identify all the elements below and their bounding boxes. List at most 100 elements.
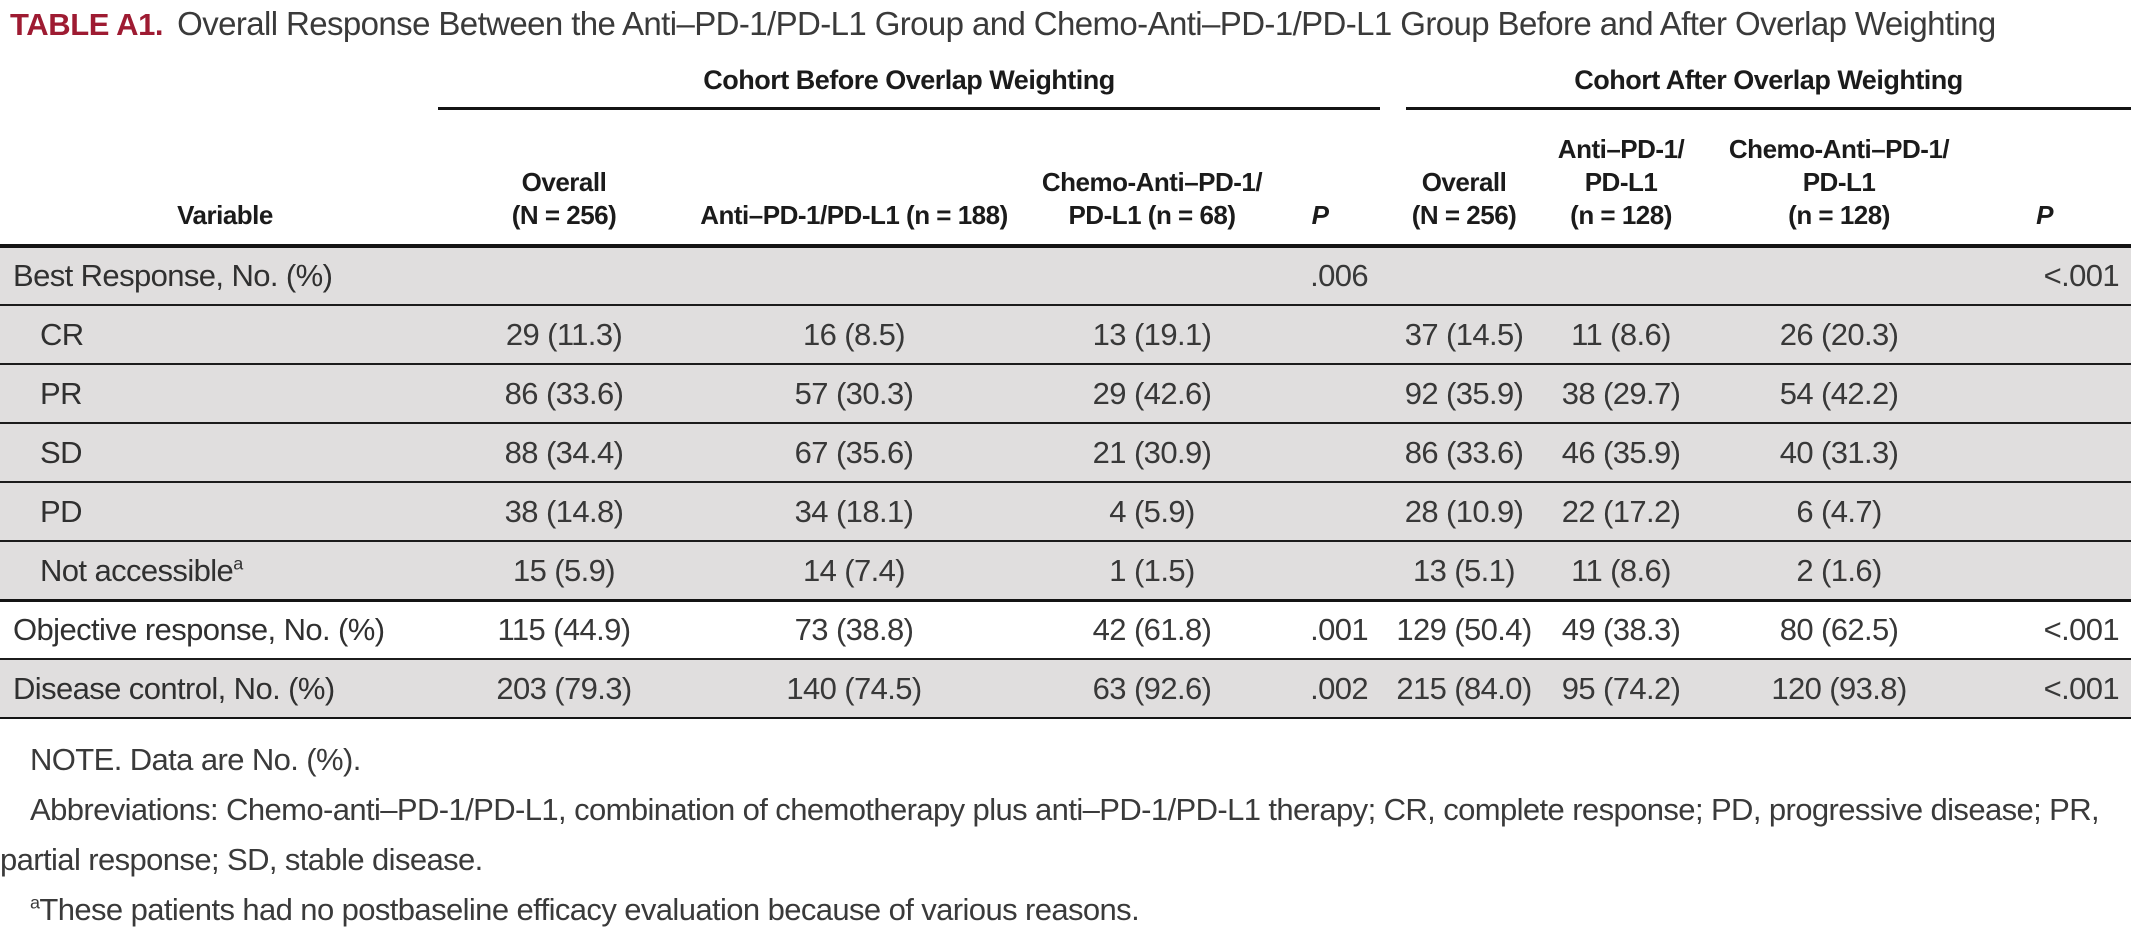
cell-before-chemo: 42 (61.8)	[1092, 612, 1212, 648]
cell-before-chemo: 4 (5.9)	[1109, 493, 1195, 529]
cell-before-p	[1286, 423, 1380, 482]
cell-before-overall: 115 (44.9)	[497, 612, 631, 648]
row-label: PR	[40, 375, 82, 411]
row-label: Not accessible	[40, 552, 234, 588]
col-header-line: Overall	[521, 166, 607, 197]
cell-before-overall: 86 (33.6)	[504, 375, 624, 411]
footnote-marker: a	[233, 553, 243, 574]
cell-after-chemo: 2 (1.6)	[1796, 552, 1882, 588]
col-header-p-before: P	[1311, 200, 1329, 231]
cell-before-overall: 88 (34.4)	[504, 434, 624, 470]
col-header-overall-after: Overall (N = 256)	[1380, 110, 1548, 246]
cell-after-p	[1984, 482, 2131, 541]
cell-after-anti: 49 (38.3)	[1561, 612, 1681, 648]
cell-before-anti: 73 (38.8)	[794, 612, 914, 648]
cell-before-overall: 29 (11.3)	[505, 316, 623, 352]
response-table: Cohort Before Overlap Weighting Cohort A…	[0, 46, 2131, 719]
cell-after-overall: 92 (35.9)	[1404, 375, 1524, 411]
row-objective-response: Objective response, No. (%) 115 (44.9) 7…	[0, 600, 2131, 660]
cell-before-p	[1286, 541, 1380, 600]
col-header-line: (n = 128)	[1570, 200, 1672, 231]
cell-variable: Best Response, No. (%)	[0, 246, 438, 305]
column-header-row: Variable Overall (N = 256) Anti–PD-1/PD-…	[0, 110, 2131, 247]
cell-before-p	[1286, 364, 1380, 423]
cell-before-overall: 15 (5.9)	[512, 552, 616, 588]
col-header-line: PD-L1	[1802, 166, 1876, 197]
col-header-variable: Variable	[177, 200, 273, 231]
col-header-anti-after: Anti–PD-1/ PD-L1 (n = 128)	[1548, 110, 1694, 246]
cell-after-chemo: 6 (4.7)	[1796, 493, 1882, 529]
row-cr: CR 29 (11.3) 16 (8.5) 13 (19.1) 37 (14.5…	[0, 305, 2131, 365]
cell-before-p: .002	[1310, 670, 1369, 706]
cell-before-anti: 16 (8.5)	[802, 316, 906, 352]
row-label: Best Response, No. (%)	[13, 258, 333, 294]
cell-before-anti: 34 (18.1)	[794, 493, 914, 529]
cell-after-overall: 28 (10.9)	[1404, 493, 1524, 529]
cell-variable: Objective response, No. (%)	[0, 600, 438, 659]
group-header-spacer	[0, 46, 438, 110]
cell-after-anti: 95 (74.2)	[1561, 670, 1681, 706]
cell-before-chemo: 29 (42.6)	[1092, 375, 1212, 411]
group-header-before-label: Cohort Before Overlap Weighting	[438, 65, 1381, 111]
cell-after-overall: 215 (84.0)	[1396, 670, 1532, 706]
cell-after-p	[1984, 305, 2131, 364]
cell-after-overall	[1380, 246, 1548, 305]
cell-variable: Not accessiblea	[0, 541, 438, 600]
cell-before-anti: 140 (74.5)	[786, 670, 922, 706]
cell-variable: PD	[0, 482, 438, 541]
cell-after-chemo	[1694, 246, 1984, 305]
row-label: Objective response, No. (%)	[13, 612, 385, 648]
cell-variable: SD	[0, 423, 438, 482]
cell-after-overall: 129 (50.4)	[1396, 612, 1532, 648]
col-header-line: (n = 128)	[1788, 200, 1890, 231]
cell-after-anti: 22 (17.2)	[1561, 493, 1681, 529]
col-header-line: (N = 256)	[1411, 200, 1517, 231]
row-pr: PR 86 (33.6) 57 (30.3) 29 (42.6) 92 (35.…	[0, 364, 2131, 424]
col-header-line: Chemo-Anti–PD-1/	[1728, 133, 1950, 164]
note-data-are: NOTE. Data are No. (%).	[30, 742, 361, 778]
cell-after-chemo: 54 (42.2)	[1779, 375, 1899, 411]
group-header-after: Cohort After Overlap Weighting	[1380, 46, 2131, 111]
cell-before-chemo: 21 (30.9)	[1092, 434, 1212, 470]
col-header-line: Chemo-Anti–PD-1/	[1041, 166, 1263, 197]
note-footnote-a: aThese patients had no postbaseline effi…	[0, 885, 2123, 935]
table-title-text: Overall Response Between the Anti–PD-1/P…	[177, 5, 1996, 42]
cell-after-anti: 11 (8.6)	[1571, 552, 1671, 588]
cell-after-chemo: 120 (93.8)	[1771, 670, 1907, 706]
group-header-before: Cohort Before Overlap Weighting	[438, 46, 1381, 111]
cell-before-p	[1286, 305, 1380, 364]
cell-after-p: <.001	[2043, 258, 2120, 294]
cell-variable: Disease control, No. (%)	[0, 659, 438, 718]
cell-before-anti: 14 (7.4)	[802, 552, 906, 588]
cell-after-anti: 46 (35.9)	[1561, 434, 1681, 470]
col-header-line: PD-L1 (n = 68)	[1068, 200, 1236, 231]
group-header-row: Cohort Before Overlap Weighting Cohort A…	[0, 46, 2131, 111]
col-header-line: Overall	[1421, 166, 1507, 197]
cell-before-chemo: 13 (19.1)	[1092, 316, 1212, 352]
row-pd: PD 38 (14.8) 34 (18.1) 4 (5.9) 28 (10.9)…	[0, 482, 2131, 542]
cell-before-chemo: 63 (92.6)	[1092, 670, 1212, 706]
cell-before-p: .001	[1310, 612, 1369, 648]
row-label: Disease control, No. (%)	[13, 670, 335, 706]
cell-after-chemo: 40 (31.3)	[1779, 434, 1899, 470]
col-header-p-after: P	[2036, 200, 2053, 231]
cell-before-anti: 67 (35.6)	[794, 434, 914, 470]
cell-before-overall: 203 (79.3)	[496, 670, 632, 706]
row-sd: SD 88 (34.4) 67 (35.6) 21 (30.9) 86 (33.…	[0, 423, 2131, 483]
cell-after-anti: 11 (8.6)	[1571, 316, 1671, 352]
footnote-text: These patients had no postbaseline effic…	[39, 892, 1140, 928]
cell-variable: CR	[0, 305, 438, 364]
table-title-label: TABLE A1.	[10, 7, 164, 42]
col-header-chemo-before: Chemo-Anti–PD-1/ PD-L1 (n = 68)	[1018, 110, 1286, 246]
cell-after-p	[1984, 364, 2131, 423]
cell-before-overall	[438, 246, 690, 305]
cell-after-p	[1984, 541, 2131, 600]
cell-before-overall: 38 (14.8)	[504, 493, 624, 529]
cell-after-chemo: 26 (20.3)	[1779, 316, 1899, 352]
col-header-line: (N = 256)	[511, 200, 617, 231]
cell-after-overall: 37 (14.5)	[1404, 316, 1524, 352]
cell-after-anti: 38 (29.7)	[1561, 375, 1681, 411]
note-abbreviations: Abbreviations: Chemo-anti–PD-1/PD-L1, co…	[0, 792, 2100, 878]
col-header-line: Anti–PD-1/	[1557, 133, 1685, 164]
